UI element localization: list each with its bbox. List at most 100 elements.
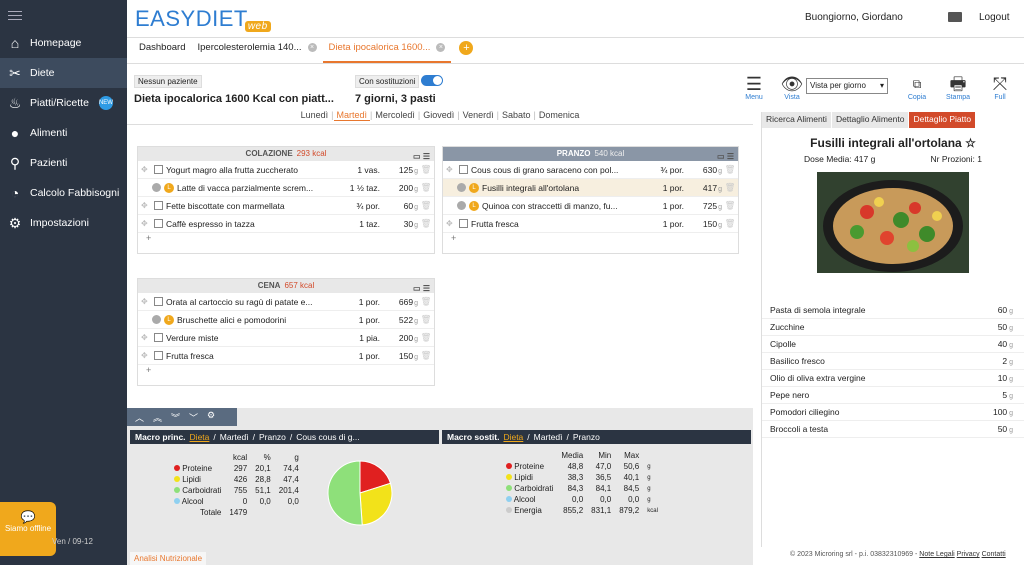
detail-tab-0[interactable]: Ricerca Alimenti <box>762 112 831 128</box>
settings-icon[interactable]: ⚙ <box>207 410 216 420</box>
chat-widget[interactable]: 💬 Siamo offline <box>0 502 56 556</box>
trash-icon[interactable]: 🗑 <box>724 200 736 210</box>
food-grams[interactable]: 150g <box>384 351 418 361</box>
food-row[interactable]: ✥ Caffè espresso in tazza 1 taz. 30g 🗑 <box>138 215 434 233</box>
view-button[interactable]: 👁 Vista <box>777 74 807 101</box>
trash-icon[interactable]: 🗑 <box>420 182 432 192</box>
detail-tab-2[interactable]: Dettaglio Piatto <box>909 112 976 128</box>
food-grams[interactable]: 200g <box>384 333 418 343</box>
tab-0[interactable]: Dashboard <box>133 42 191 63</box>
food-checkbox[interactable] <box>154 297 163 306</box>
tab-2[interactable]: Dieta ipocalorica 1600... × <box>322 42 452 63</box>
trash-icon[interactable]: 🗑 <box>420 200 432 210</box>
food-row[interactable]: L Quinoa con straccetti di manzo, fu... 1 … <box>443 197 738 215</box>
contacts-link[interactable]: Contatti <box>981 551 1006 558</box>
drag-handle-icon[interactable]: ✥ <box>141 165 148 174</box>
drag-handle-icon[interactable]: ✥ <box>141 201 148 210</box>
drag-handle-icon[interactable]: ✥ <box>141 219 148 228</box>
tab-1[interactable]: Ipercolesterolemia 140... × <box>191 42 322 63</box>
trash-icon[interactable]: 🗑 <box>420 296 432 306</box>
logout-link[interactable]: Logout <box>979 12 1010 23</box>
substitutions-toggle[interactable] <box>421 75 443 86</box>
trash-icon[interactable]: 🗑 <box>724 218 736 228</box>
close-icon[interactable]: × <box>436 43 446 52</box>
food-checkbox[interactable] <box>459 219 468 228</box>
fullscreen-button[interactable]: ⤧ Full <box>985 74 1015 101</box>
drag-handle-icon[interactable]: ✥ <box>446 219 453 228</box>
sidebar-item-pazienti[interactable]: ⚲ Pazienti <box>0 148 127 178</box>
food-checkbox[interactable] <box>459 165 468 174</box>
drag-handle-icon[interactable]: ✥ <box>141 297 148 306</box>
analisi-nutrizionale-tab[interactable]: Analisi Nutrizionale <box>130 552 207 565</box>
panel-link-3[interactable]: Cous cous di g... <box>296 432 360 442</box>
food-grams[interactable]: 669g <box>384 297 418 307</box>
food-grams[interactable]: 30g <box>384 219 418 229</box>
add-tab-button[interactable]: + <box>459 41 474 55</box>
panel-link-1[interactable]: Martedì <box>533 432 563 442</box>
substitute-icon[interactable] <box>152 315 161 324</box>
weekday-2[interactable]: Mercoledì <box>375 110 415 120</box>
sidebar-item-piatti-ricette[interactable]: ♨ Piatti/Ricette NEW <box>0 88 127 118</box>
food-checkbox[interactable] <box>154 201 163 210</box>
sidebar-item-diete[interactable]: ✂ Diete <box>0 58 127 88</box>
food-checkbox[interactable] <box>154 351 163 360</box>
copy-button[interactable]: ⧉ Copia <box>902 74 932 101</box>
privacy-link[interactable]: Privacy <box>956 551 980 558</box>
meal-tools-icon[interactable]: ▭ ☰ <box>413 284 430 293</box>
trash-icon[interactable]: 🗑 <box>420 350 432 360</box>
food-grams[interactable]: 417g <box>688 183 722 193</box>
food-row[interactable]: ✥ Orata al cartoccio su ragù di patate e.… <box>138 293 434 311</box>
food-row[interactable]: ✥ Fette biscottate con marmellata ¾ por. 60… <box>138 197 434 215</box>
print-button[interactable]: 🖶 Stampa <box>943 74 973 101</box>
add-food-button[interactable]: + <box>146 365 152 375</box>
food-row[interactable]: ✥ Frutta fresca 1 por. 150g 🗑 <box>443 215 738 233</box>
menu-button[interactable]: ☰ Menu <box>739 74 769 101</box>
substitute-icon[interactable] <box>457 183 466 192</box>
food-row[interactable]: ✥ Cous cous di grano saraceno con pol... ¾… <box>443 161 738 179</box>
weekday-4[interactable]: Venerdì <box>462 110 494 120</box>
meal-tools-icon[interactable]: ▭ ☰ <box>413 152 430 161</box>
food-row[interactable]: L Bruschette alici e pomodorini 1 por. 522g… <box>138 311 434 329</box>
panel-link-2[interactable]: Pranzo <box>572 432 600 442</box>
weekday-3[interactable]: Giovedì <box>423 110 455 120</box>
star-icon[interactable]: ☆ <box>965 136 976 150</box>
add-food-button[interactable]: + <box>146 233 152 243</box>
food-grams[interactable]: 522g <box>384 315 418 325</box>
drag-handle-icon[interactable]: ✥ <box>446 165 453 174</box>
drag-handle-icon[interactable]: ✥ <box>141 333 148 342</box>
meal-tools-icon[interactable]: ▭ ☰ <box>717 152 734 161</box>
weekday-6[interactable]: Domenica <box>538 110 580 120</box>
sidebar-item-calcolo-fabbisogni[interactable]: ◔ Calcolo Fabbisogni <box>0 178 127 208</box>
weekday-0[interactable]: Lunedì <box>300 110 329 120</box>
food-grams[interactable]: 125g <box>384 165 418 175</box>
food-grams[interactable]: 200g <box>384 183 418 193</box>
food-row[interactable]: ✥ Yogurt magro alla frutta zuccherato 1 va… <box>138 161 434 179</box>
double-chevron-up-icon[interactable]: ︽ <box>153 413 163 423</box>
food-checkbox[interactable] <box>154 333 163 342</box>
sidebar-item-alimenti[interactable]: ● Alimenti <box>0 118 127 148</box>
weekday-5[interactable]: Sabato <box>501 110 531 120</box>
panel-link-2[interactable]: Pranzo <box>258 432 286 442</box>
substitute-icon[interactable] <box>457 201 466 210</box>
food-row[interactable]: ✥ Verdure miste 1 pia. 200g 🗑 <box>138 329 434 347</box>
drag-handle-icon[interactable]: ✥ <box>141 351 148 360</box>
trash-icon[interactable]: 🗑 <box>420 314 432 324</box>
food-grams[interactable]: 150g <box>688 219 722 229</box>
trash-icon[interactable]: 🗑 <box>420 164 432 174</box>
weekday-1[interactable]: Martedì <box>333 110 371 121</box>
food-checkbox[interactable] <box>154 219 163 228</box>
trash-icon[interactable]: 🗑 <box>724 164 736 174</box>
double-chevron-down-icon[interactable]: ︾ <box>171 413 181 423</box>
chevron-down-icon[interactable]: ﹀ <box>189 413 199 423</box>
food-row[interactable]: L Fusilli integrali all'ortolana 1 por. 417… <box>443 179 738 197</box>
trash-icon[interactable]: 🗑 <box>420 332 432 342</box>
panel-link-0[interactable]: Dieta <box>189 432 210 442</box>
food-checkbox[interactable] <box>154 165 163 174</box>
patient-label[interactable]: Nessun paziente <box>134 75 202 88</box>
food-grams[interactable]: 725g <box>688 201 722 211</box>
food-grams[interactable]: 630g <box>688 165 722 175</box>
food-row[interactable]: L Latte di vacca parzialmente screm... 1 ½… <box>138 179 434 197</box>
food-row[interactable]: ✥ Frutta fresca 1 por. 150g 🗑 <box>138 347 434 365</box>
add-food-button[interactable]: + <box>451 233 457 243</box>
view-select[interactable]: Vista per giorno ▾ <box>806 78 888 94</box>
